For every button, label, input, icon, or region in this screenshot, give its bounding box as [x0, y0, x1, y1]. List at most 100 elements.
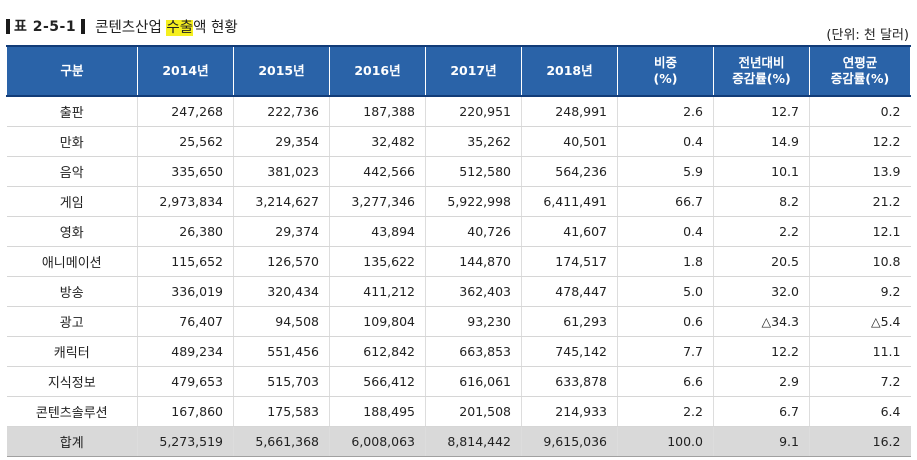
table-cell: 411,212 — [329, 276, 426, 307]
table-cell: 94,508 — [233, 306, 330, 337]
table-cell: 7.7 — [617, 336, 714, 367]
table-cell: 35,262 — [425, 126, 522, 157]
row-label: 출판 — [6, 96, 138, 127]
table-cell: 6,008,063 — [329, 426, 426, 457]
table-cell: 8.2 — [713, 186, 810, 217]
table-cell: 10.8 — [809, 246, 911, 277]
table-cell: 512,580 — [425, 156, 522, 187]
table-cell: 478,447 — [521, 276, 618, 307]
table-cell: 135,622 — [329, 246, 426, 277]
table-cell: 5,661,368 — [233, 426, 330, 457]
table-cell: 0.4 — [617, 216, 714, 247]
table-cell: 320,434 — [233, 276, 330, 307]
table-cell: 1.8 — [617, 246, 714, 277]
table-cell: 29,354 — [233, 126, 330, 157]
table-cell: 109,804 — [329, 306, 426, 337]
table-row: 애니메이션 115,652 126,570 135,622 144,870 174,517… — [6, 246, 911, 277]
table-cell: 5.0 — [617, 276, 714, 307]
column-header-text: 비중 — [653, 55, 677, 70]
column-header-text: 증감률(%) — [732, 71, 791, 86]
table-cell: 187,388 — [329, 96, 426, 127]
row-label: 게임 — [6, 186, 138, 217]
table-cell: 9.1 — [713, 426, 810, 457]
table-cell: 43,894 — [329, 216, 426, 247]
table-row: 영화 26,380 29,374 43,894 40,726 41,607 0.4 2.2 12… — [6, 216, 911, 247]
table-cell: 612,842 — [329, 336, 426, 367]
table-cell: 9,615,036 — [521, 426, 618, 457]
table-cell: 6.7 — [713, 396, 810, 427]
table-cell: 25,562 — [137, 126, 234, 157]
table-cell: 29,374 — [233, 216, 330, 247]
table-cell: 12.7 — [713, 96, 810, 127]
table-cell: 663,853 — [425, 336, 522, 367]
table-row: 방송 336,019 320,434 411,212 362,403 478,447 5.0… — [6, 276, 911, 307]
column-header-text: (%) — [653, 71, 678, 86]
table-cell: 7.2 — [809, 366, 911, 397]
table-cell: 167,860 — [137, 396, 234, 427]
table-row: 만화 25,562 29,354 32,482 35,262 40,501 0.4 14.9 1… — [6, 126, 911, 157]
total-row: 합계 5,273,519 5,661,368 6,008,063 8,814,442 9,… — [6, 426, 911, 457]
table-cell: 335,650 — [137, 156, 234, 187]
column-header: 2014년 — [137, 46, 234, 96]
table-cell: 12.1 — [809, 216, 911, 247]
table-cell: 175,583 — [233, 396, 330, 427]
table-cell: 633,878 — [521, 366, 618, 397]
column-header: 2016년 — [329, 46, 426, 96]
table-cell: 115,652 — [137, 246, 234, 277]
table-cell: 5,922,998 — [425, 186, 522, 217]
row-label: 캐릭터 — [6, 336, 138, 367]
table-row: 지식정보 479,653 515,703 566,412 616,061 633,878 6… — [6, 366, 911, 397]
table-cell: 489,234 — [137, 336, 234, 367]
column-header-text: 2015년 — [258, 63, 305, 78]
table-cell: 32.0 — [713, 276, 810, 307]
row-label: 애니메이션 — [6, 246, 138, 277]
table-cell: 248,991 — [521, 96, 618, 127]
table-cell: 2,973,834 — [137, 186, 234, 217]
table-cell: 222,736 — [233, 96, 330, 127]
table-cell: 5.9 — [617, 156, 714, 187]
column-header-text: 2016년 — [354, 63, 401, 78]
row-label: 방송 — [6, 276, 138, 307]
column-header-text: 2017년 — [450, 63, 497, 78]
table-cell: 41,607 — [521, 216, 618, 247]
table-cell: 66.7 — [617, 186, 714, 217]
table-cell: 201,508 — [425, 396, 522, 427]
column-header: 구분 — [6, 46, 138, 96]
table-cell: 220,951 — [425, 96, 522, 127]
column-header: 비중 (%) — [617, 46, 714, 96]
column-header-text: 전년대비 — [738, 55, 785, 70]
table-cell: 93,230 — [425, 306, 522, 337]
table-cell: 188,495 — [329, 396, 426, 427]
table-cell: 126,570 — [233, 246, 330, 277]
table-cell: 14.9 — [713, 126, 810, 157]
column-header-text: 연평균 — [842, 55, 878, 70]
table-cell: 26,380 — [137, 216, 234, 247]
row-label: 영화 — [6, 216, 138, 247]
table-cell: 745,142 — [521, 336, 618, 367]
title-highlight: 수출 — [166, 19, 194, 36]
table-cell: 6,411,491 — [521, 186, 618, 217]
table-cell: 10.1 — [713, 156, 810, 187]
table-cell: 3,214,627 — [233, 186, 330, 217]
table-cell: 6.6 — [617, 366, 714, 397]
table-title: 콘텐츠산업 수출액 현황 — [95, 16, 238, 37]
table-cell: 40,726 — [425, 216, 522, 247]
table-number: 표 2-5-1 — [14, 19, 77, 35]
table-cell: 551,456 — [233, 336, 330, 367]
table-row: 콘텐츠솔루션 167,860 175,583 188,495 201,508 214,93… — [6, 396, 911, 427]
table-cell: 20.5 — [713, 246, 810, 277]
table-cell: 100.0 — [617, 426, 714, 457]
column-header-text: 증감률(%) — [830, 71, 890, 86]
column-header: 전년대비 증감률(%) — [713, 46, 810, 96]
table-cell: 566,412 — [329, 366, 426, 397]
table-cell: △5.4 — [809, 306, 911, 337]
table-cell: 5,273,519 — [137, 426, 234, 457]
row-label: 광고 — [6, 306, 138, 337]
table-cell: 11.1 — [809, 336, 911, 367]
column-header: 2018년 — [521, 46, 618, 96]
table-cell: 362,403 — [425, 276, 522, 307]
caption-bar-right — [81, 18, 86, 34]
table-cell: 16.2 — [809, 426, 911, 457]
table-cell: 214,933 — [521, 396, 618, 427]
table-row: 출판 247,268 222,736 187,388 220,951 248,991 2.6… — [6, 96, 911, 127]
